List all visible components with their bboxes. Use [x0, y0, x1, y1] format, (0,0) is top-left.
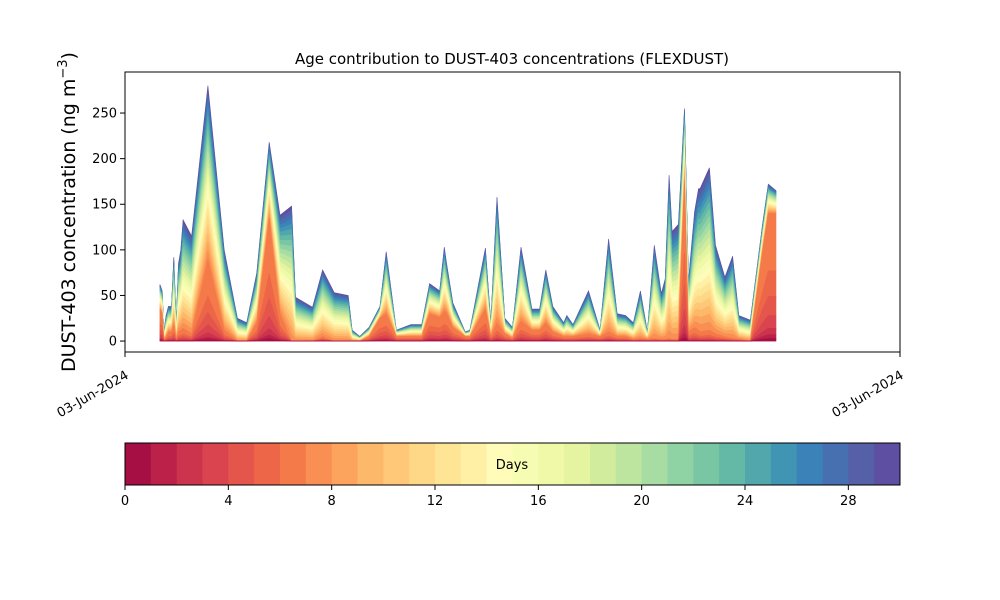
colorbar-tick-label: 16: [530, 494, 547, 509]
colorbar-segment: [331, 443, 358, 485]
y-axis-label: DUST-403 concentration (ng m−3): [56, 52, 80, 372]
colorbar-tick-label: 12: [427, 494, 444, 509]
colorbar-segment: [667, 443, 694, 485]
stacked-area-plot: [159, 85, 777, 342]
x-axis: 03-Jun-2024 03-Jun-2024: [55, 352, 907, 421]
colorbar-segment: [383, 443, 410, 485]
y-axis-label-base: DUST-403 concentration (ng m: [58, 79, 80, 372]
colorbar-tick-label: 28: [840, 494, 857, 509]
colorbar-segment: [357, 443, 384, 485]
y-tick-label: 150: [92, 198, 117, 213]
colorbar-segment: [874, 443, 901, 485]
colorbar-segment: [564, 443, 591, 485]
colorbar-tick-label: 20: [633, 494, 650, 509]
colorbar-segment: [486, 443, 513, 485]
y-tick-label: 200: [92, 152, 117, 167]
colorbar-segment: [745, 443, 772, 485]
colorbar-ticks: 0 4 8 12 16 20 24 28: [121, 485, 857, 509]
y-axis-label-superscript: −3: [56, 59, 71, 78]
colorbar-segment: [435, 443, 462, 485]
y-axis: 0 50 100 150 200 250: [92, 107, 125, 350]
colorbar-segment: [822, 443, 849, 485]
colorbar-segment: [615, 443, 643, 485]
colorbar-segment: [796, 443, 823, 485]
colorbar-segment: [770, 443, 798, 485]
colorbar: Days 0 4 8 12 16 20 24 28: [121, 442, 901, 509]
colorbar-segment: [150, 443, 178, 485]
y-tick-label: 50: [100, 289, 117, 304]
colorbar-segment: [719, 443, 746, 485]
colorbar-segment: [848, 443, 875, 485]
colorbar-segment: [409, 443, 436, 485]
plot-frame: [124, 71, 901, 353]
colorbar-segment: [460, 443, 488, 485]
colorbar-segment: [590, 443, 617, 485]
colorbar-segment: [125, 443, 152, 485]
colorbar-tick-label: 24: [737, 494, 754, 509]
colorbar-tick-label: 0: [121, 494, 129, 509]
colorbar-tick-label: 4: [224, 494, 232, 509]
chart-title: Age contribution to DUST-403 concentrati…: [295, 50, 729, 68]
colorbar-segment: [254, 443, 281, 485]
colorbar-label: Days: [496, 458, 529, 473]
y-tick-label: 0: [109, 335, 117, 350]
colorbar-segments: [125, 443, 901, 485]
colorbar-tick-label: 8: [328, 494, 336, 509]
colorbar-segment: [693, 443, 720, 485]
colorbar-segment: [641, 443, 668, 485]
colorbar-segment: [176, 443, 203, 485]
x-tick-label-start: 03-Jun-2024: [55, 368, 132, 421]
colorbar-segment: [512, 443, 539, 485]
colorbar-segment: [305, 443, 333, 485]
age-band-day-0: [159, 337, 777, 342]
colorbar-segment: [280, 443, 307, 485]
colorbar-frame: [124, 442, 901, 486]
y-axis-label-end: ): [58, 52, 80, 59]
colorbar-segment: [228, 443, 255, 485]
y-tick-label: 100: [92, 243, 117, 258]
colorbar-segment: [538, 443, 565, 485]
x-tick-label-end: 03-Jun-2024: [830, 368, 907, 421]
y-tick-label: 250: [92, 107, 117, 122]
colorbar-segment: [202, 443, 229, 485]
